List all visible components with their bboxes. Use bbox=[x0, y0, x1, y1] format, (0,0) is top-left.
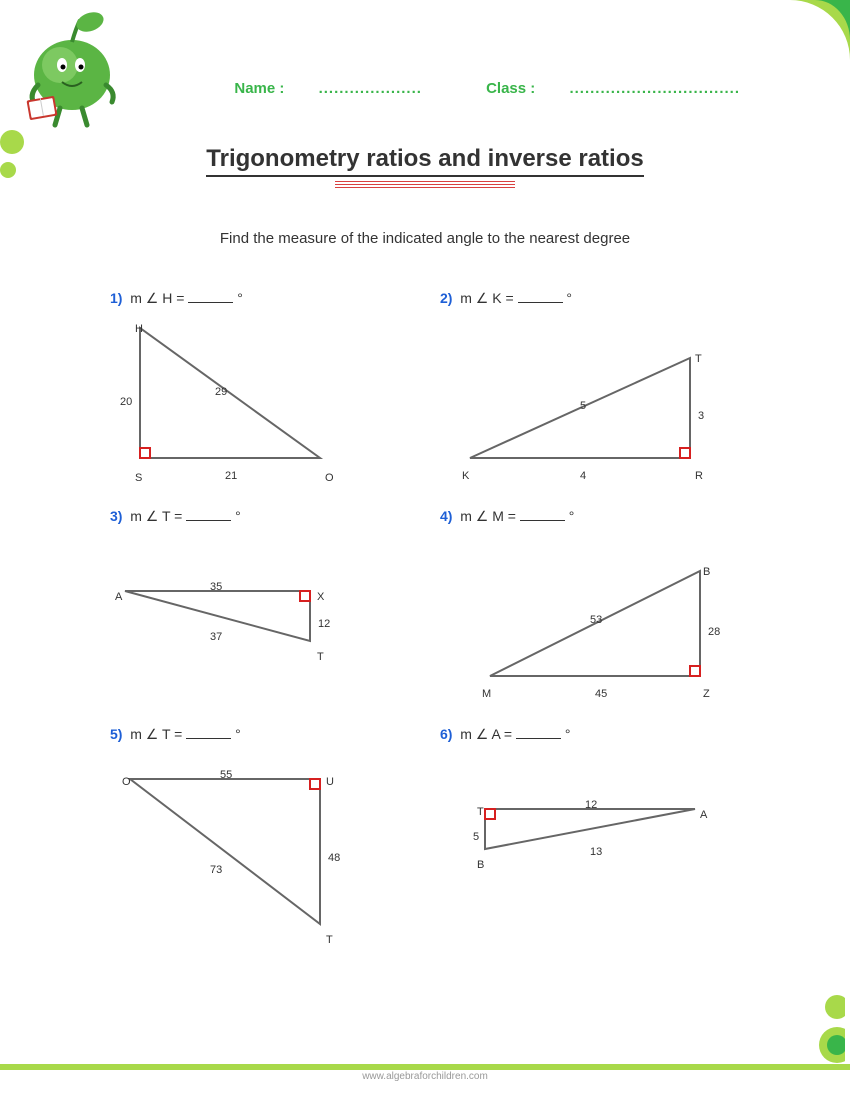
side-label: 4 bbox=[580, 470, 586, 482]
side-label: 73 bbox=[210, 864, 222, 876]
vertex-label: T bbox=[317, 651, 324, 663]
question-line: 5) m ∠ T = ° bbox=[110, 726, 440, 744]
side-label: 3 bbox=[698, 410, 704, 422]
vertex-label: T bbox=[326, 934, 333, 946]
triangle-diagram: T A B 12 5 13 bbox=[440, 754, 770, 914]
triangle-diagram: A X T 35 12 37 bbox=[110, 536, 440, 696]
vertex-label: R bbox=[695, 470, 703, 482]
triangle-diagram: MZB532845 bbox=[440, 536, 770, 696]
side-label: 28 bbox=[708, 626, 720, 638]
footer-url: www.algebraforchildren.com bbox=[325, 1071, 525, 1082]
vertex-label: T bbox=[695, 353, 702, 365]
vertex-label: U bbox=[326, 776, 334, 788]
vertex-label: S bbox=[135, 472, 142, 484]
question-line: 1) m ∠ H = ° bbox=[110, 290, 440, 308]
vertex-label: O bbox=[122, 776, 131, 788]
side-label: 48 bbox=[328, 852, 340, 864]
side-label: 55 bbox=[220, 769, 232, 781]
side-label: 13 bbox=[590, 846, 602, 858]
problem-3: 3) m ∠ T = ° A X T 35 12 37 bbox=[110, 508, 440, 696]
class-label: Class : ................................… bbox=[486, 80, 770, 97]
side-label: 45 bbox=[595, 688, 607, 700]
header-fields: Name : .................... Class : ....… bbox=[234, 80, 800, 97]
question-line: 3) m ∠ T = ° bbox=[110, 508, 440, 526]
side-label: 5 bbox=[580, 400, 586, 412]
vertex-label: K bbox=[462, 470, 469, 482]
side-label: 12 bbox=[585, 799, 597, 811]
problem-1: 1) m ∠ H = °HSO202921 bbox=[110, 290, 440, 478]
corner-decoration-bottom-right bbox=[795, 995, 845, 1090]
worksheet-title: Trigonometry ratios and inverse ratios bbox=[0, 145, 850, 188]
footer-bar bbox=[0, 1064, 850, 1070]
corner-decoration-top-right bbox=[730, 0, 850, 80]
vertex-label: X bbox=[317, 591, 324, 603]
triangle-diagram: KRT534 bbox=[440, 318, 770, 478]
vertex-label: O bbox=[325, 472, 334, 484]
question-line: 6) m ∠ A = ° bbox=[440, 726, 770, 744]
side-label: 5 bbox=[473, 831, 479, 843]
triangle-diagram: OUT554873 bbox=[110, 754, 440, 934]
side-label: 29 bbox=[215, 386, 227, 398]
problem-5: 5) m ∠ T = °OUT554873 bbox=[110, 726, 440, 934]
vertex-label: Z bbox=[703, 688, 710, 700]
name-label: Name : .................... bbox=[234, 80, 452, 97]
vertex-label: A bbox=[700, 809, 707, 821]
vertex-label: H bbox=[135, 323, 143, 335]
side-label: 12 bbox=[318, 618, 330, 630]
side-label: 53 bbox=[590, 614, 602, 626]
problem-6: 6) m ∠ A = ° T A B 12 5 13 bbox=[440, 726, 770, 934]
apple-mascot-icon bbox=[20, 10, 130, 130]
vertex-label: B bbox=[477, 859, 484, 871]
problems-grid: 1) m ∠ H = °HSO2029212) m ∠ K = °KRT5343… bbox=[110, 290, 770, 934]
problem-4: 4) m ∠ M = °MZB532845 bbox=[440, 508, 770, 696]
vertex-label: M bbox=[482, 688, 491, 700]
question-line: 4) m ∠ M = ° bbox=[440, 508, 770, 526]
triangle-diagram: HSO202921 bbox=[110, 318, 440, 478]
question-line: 2) m ∠ K = ° bbox=[440, 290, 770, 308]
side-label: 35 bbox=[210, 581, 222, 593]
side-label: 37 bbox=[210, 631, 222, 643]
vertex-label: T bbox=[477, 806, 484, 818]
side-label: 20 bbox=[120, 396, 132, 408]
vertex-label: A bbox=[115, 591, 122, 603]
problem-2: 2) m ∠ K = °KRT534 bbox=[440, 290, 770, 478]
side-label: 21 bbox=[225, 470, 237, 482]
instructions-text: Find the measure of the indicated angle … bbox=[0, 230, 850, 247]
vertex-label: B bbox=[703, 566, 710, 578]
